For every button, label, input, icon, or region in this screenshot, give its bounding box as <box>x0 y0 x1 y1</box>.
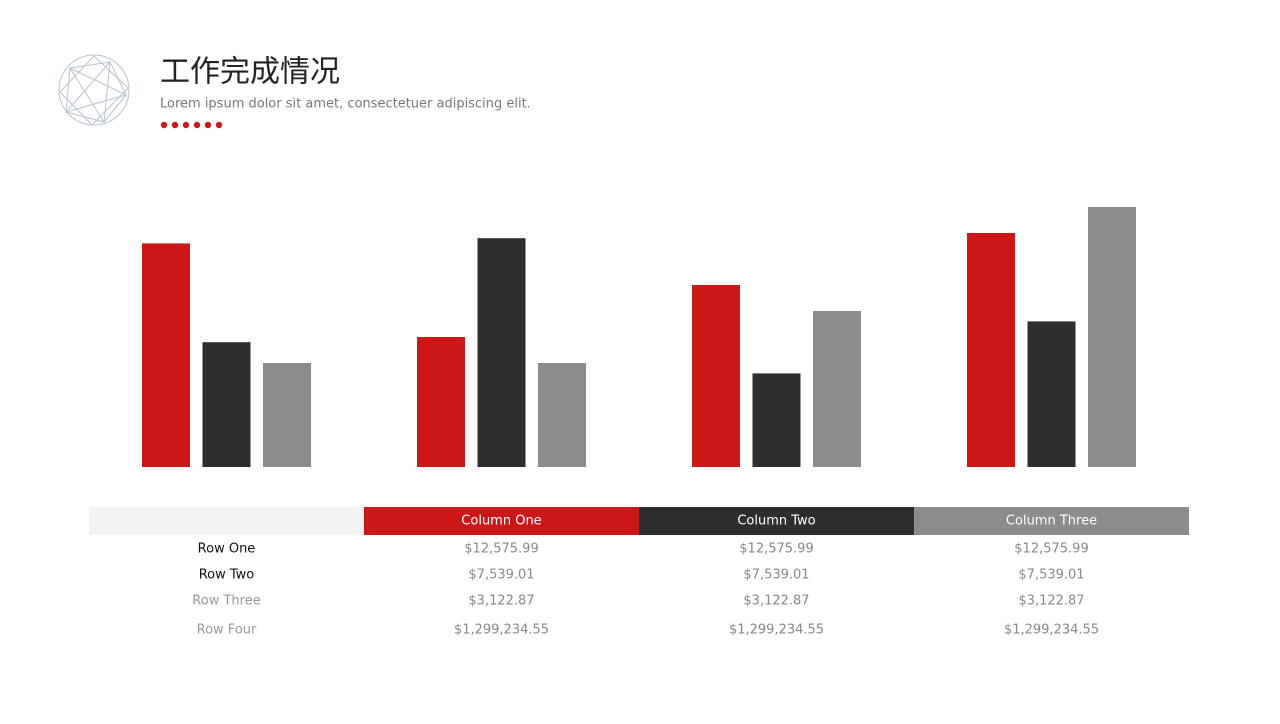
bar <box>263 363 311 467</box>
row-label: Row Three <box>192 594 260 609</box>
globe-icon <box>58 54 130 126</box>
column-header-bg <box>364 507 639 535</box>
cell: $7,539.01 <box>1018 568 1084 583</box>
cell: $7,539.01 <box>743 568 809 583</box>
cell: $1,299,234.55 <box>729 623 824 638</box>
row-label: Row One <box>198 542 256 557</box>
cell: $3,122.87 <box>468 594 534 609</box>
bar <box>752 373 801 467</box>
cell: $1,299,234.55 <box>1004 623 1099 638</box>
bar <box>967 233 1015 467</box>
bar <box>417 337 465 467</box>
bar <box>202 342 251 467</box>
cell: $3,122.87 <box>1018 594 1084 609</box>
column-header: Column One <box>461 514 541 529</box>
cell: $12,575.99 <box>739 542 813 557</box>
bar <box>1027 321 1076 467</box>
cell: $12,575.99 <box>464 542 538 557</box>
row-label: Row Four <box>197 623 257 638</box>
bar <box>538 363 586 467</box>
subtitle: Lorem ipsum dolor sit amet, consectetuer… <box>160 97 531 112</box>
column-header-bg <box>639 507 914 535</box>
table-corner <box>89 507 364 535</box>
dots <box>160 121 223 129</box>
column-header: Column Two <box>737 514 815 529</box>
bar <box>1088 207 1136 467</box>
bar <box>477 238 526 467</box>
title: 工作完成情况 <box>160 55 340 90</box>
bar <box>142 243 190 467</box>
bar <box>692 285 740 467</box>
column-header-bg <box>914 507 1189 535</box>
cell: $7,539.01 <box>468 568 534 583</box>
row-label: Row Two <box>199 568 255 583</box>
column-header: Column Three <box>1006 514 1097 529</box>
cell: $3,122.87 <box>743 594 809 609</box>
cell: $12,575.99 <box>1014 542 1088 557</box>
bar <box>813 311 861 467</box>
cell: $1,299,234.55 <box>454 623 549 638</box>
